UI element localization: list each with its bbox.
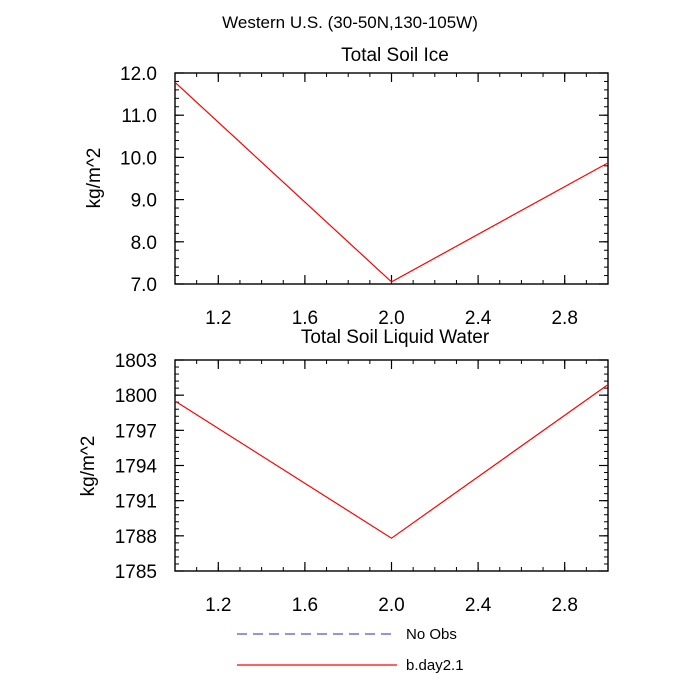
y-tick-label: 1785 xyxy=(115,562,157,583)
panel-total-soil-ice: Total Soil Ice kg/m^2 1.2 1.6 2.0 2.4 2.8 7.0… xyxy=(84,45,609,329)
x-tick-label: 1.2 xyxy=(205,595,231,616)
y-tick-label: 11.0 xyxy=(121,106,157,127)
x-tick-label: 2.8 xyxy=(551,308,577,329)
y-tick-label: 1794 xyxy=(115,457,158,478)
y-axis-label: kg/m^2 xyxy=(84,148,105,209)
panel-total-soil-liquid-water: Total Soil Liquid Water kg/m^2 1.2 1.6 2.0… xyxy=(78,327,609,616)
plot-frame xyxy=(174,359,609,572)
series-line xyxy=(174,81,609,283)
x-tick-label: 2.4 xyxy=(465,308,492,329)
y-tick-label: 10.0 xyxy=(120,148,157,169)
legend: No Obs b.day2.1 xyxy=(237,626,464,674)
x-tick-label: 1.2 xyxy=(205,308,231,329)
y-axis-label: kg/m^2 xyxy=(78,436,99,497)
y-tick-label: 1800 xyxy=(115,386,157,407)
y-tick-label: 1791 xyxy=(115,492,157,513)
y-tick-label: 1797 xyxy=(115,421,157,442)
x-tick-label: 2.0 xyxy=(378,595,404,616)
x-tick-label: 1.6 xyxy=(292,595,318,616)
legend-label-no-obs: No Obs xyxy=(406,626,457,643)
y-tick-label: 1803 xyxy=(115,351,157,372)
y-tick-label: 8.0 xyxy=(131,233,157,254)
x-tick-label: 1.6 xyxy=(292,308,318,329)
plot-frame xyxy=(174,72,609,285)
panel-title: Total Soil Liquid Water xyxy=(301,327,490,348)
legend-label-b-day2-1: b.day2.1 xyxy=(406,657,464,674)
y-tick-label: 9.0 xyxy=(131,191,157,212)
panel-title: Total Soil Ice xyxy=(341,45,449,66)
x-tick-label: 2.4 xyxy=(465,595,492,616)
y-tick-label: 1788 xyxy=(115,527,157,548)
x-tick-label: 2.8 xyxy=(551,595,577,616)
figure-title: Western U.S. (30-50N,130-105W) xyxy=(222,13,478,32)
series-line xyxy=(174,384,609,539)
y-tick-label: 12.0 xyxy=(120,64,157,85)
y-tick-label: 7.0 xyxy=(131,275,157,296)
x-tick-label: 2.0 xyxy=(378,308,404,329)
